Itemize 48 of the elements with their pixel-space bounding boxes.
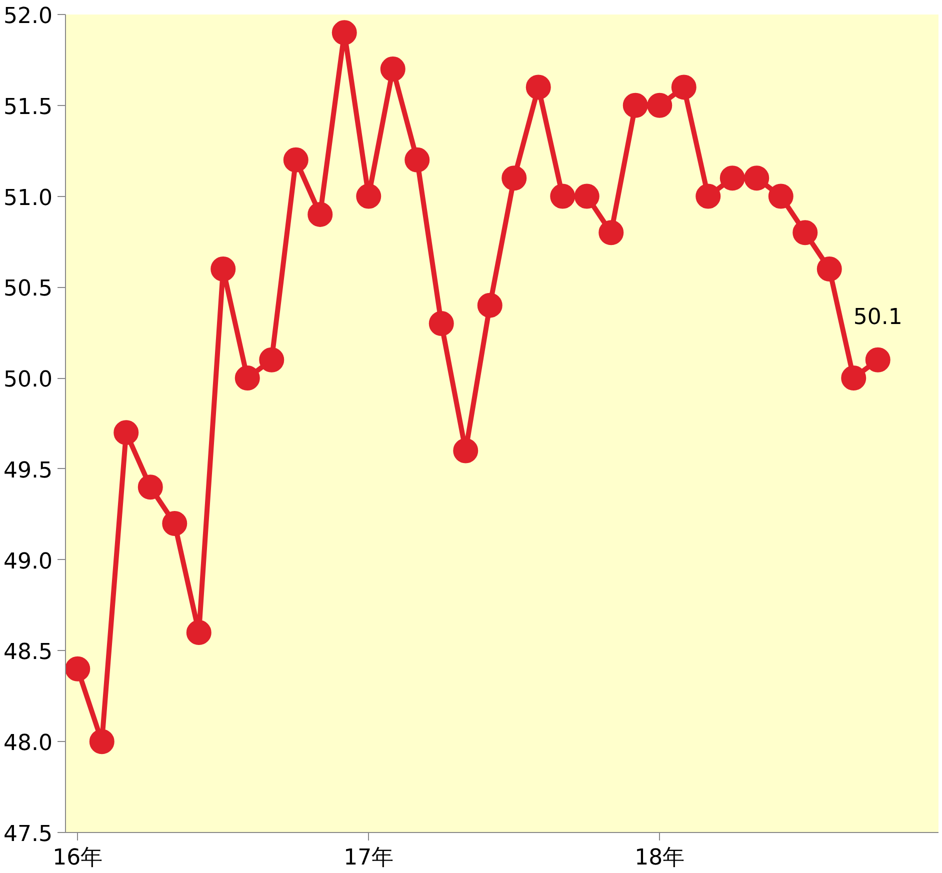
point — [356, 184, 382, 209]
point — [647, 92, 672, 118]
point — [234, 366, 260, 391]
y-tick-label: 52.0 — [4, 4, 52, 29]
y-tick-label: 49.5 — [4, 458, 52, 484]
data-label: 50.1 — [853, 304, 902, 330]
point — [308, 202, 333, 227]
x-tick-label: 18年 — [634, 846, 685, 870]
point — [744, 166, 770, 191]
point — [526, 74, 551, 100]
point — [66, 656, 90, 682]
point — [453, 438, 478, 464]
point — [89, 729, 114, 754]
point — [138, 474, 163, 500]
point — [671, 74, 696, 100]
point — [720, 166, 745, 191]
point — [332, 20, 357, 46]
point — [841, 366, 866, 391]
point — [283, 147, 308, 172]
point — [696, 184, 721, 209]
point — [380, 56, 406, 82]
y-tick-label: 49.0 — [4, 549, 52, 574]
x-tick-label: 17年 — [344, 846, 394, 870]
point — [792, 220, 818, 246]
point — [428, 311, 454, 336]
point — [404, 147, 430, 172]
y-tick-label: 50.5 — [4, 276, 52, 302]
point — [598, 220, 624, 246]
point — [259, 347, 284, 372]
point — [114, 420, 139, 446]
point — [865, 347, 890, 372]
x-tick-label: 16年 — [52, 846, 103, 870]
y-tick-label: 51.5 — [4, 94, 52, 120]
point — [768, 184, 794, 209]
y-tick-label: 50.0 — [4, 368, 52, 393]
y-tick-label: 48.5 — [4, 640, 52, 666]
point — [210, 256, 236, 282]
point — [816, 256, 842, 282]
point — [550, 184, 576, 209]
point — [574, 184, 600, 209]
point — [477, 292, 502, 318]
y-tick-label: 48.0 — [4, 731, 52, 756]
point — [502, 166, 527, 191]
point — [162, 511, 188, 536]
y-tick-label: 47.5 — [4, 822, 52, 847]
point — [186, 620, 212, 646]
point — [622, 92, 648, 118]
y-tick-label: 51.0 — [4, 186, 52, 211]
